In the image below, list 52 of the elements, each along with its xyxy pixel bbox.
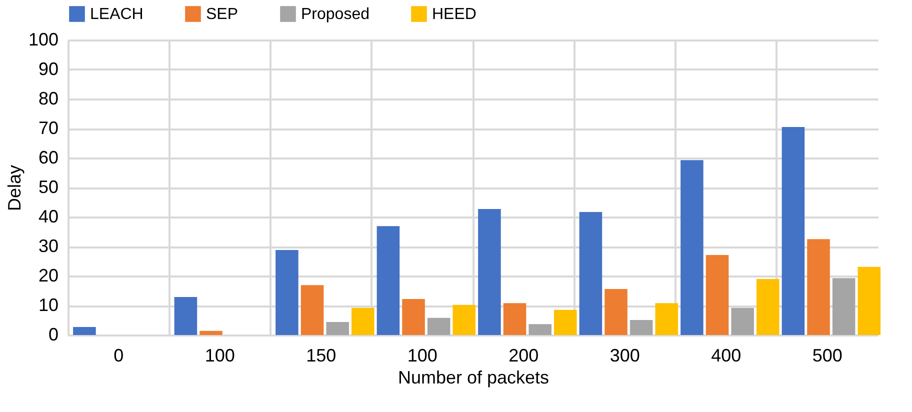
bar [200,330,222,335]
bar [352,308,374,335]
y-tick-label: 70 [38,118,58,138]
y-tick-label: 100 [28,30,58,50]
y-tick-label: 0 [48,324,58,344]
bar [782,127,805,335]
bar [427,318,450,335]
x-tick-label: 100 [407,346,438,366]
y-tick-label: 90 [38,59,58,79]
legend-label: LEACH [90,6,144,23]
bar [756,278,780,335]
bar [706,255,729,335]
legend-label: Proposed [301,6,370,23]
x-tick-label: 0 [114,346,124,366]
x-tick-label: 200 [508,346,539,366]
y-tick-label: 30 [38,236,58,256]
x-tick-label: 300 [610,346,640,366]
bar [73,327,96,335]
bar [554,310,577,335]
bar [807,239,830,335]
bar [174,296,198,335]
y-tick-label: 60 [38,148,58,168]
bar [402,299,425,335]
bar [858,266,881,335]
x-axis-title: Number of packets [398,368,550,388]
bar [276,250,298,335]
bar [680,160,704,335]
legend-label: HEED [432,6,476,23]
y-tick-label: 80 [38,88,58,108]
bar [528,324,552,335]
bar [452,304,476,335]
legend-label: SEP [206,6,238,23]
bar [326,322,349,335]
bar [832,278,856,335]
bar [300,285,324,335]
bar [376,226,400,335]
bar [731,308,754,335]
y-tick-label: 20 [38,266,58,286]
y-tick-label: 10 [38,295,58,315]
bar [503,303,526,335]
y-tick-label: 40 [38,206,58,226]
x-tick-label: 100 [204,346,235,366]
y-axis-title: Delay [4,164,24,212]
bar [478,209,501,335]
x-tick-label: 500 [812,346,842,366]
bar [655,303,678,335]
x-tick-label: 400 [711,346,742,366]
x-tick-label: 150 [306,346,336,366]
bar [630,320,653,335]
bar [579,212,602,335]
bar [604,288,628,335]
y-tick-label: 50 [38,177,58,197]
